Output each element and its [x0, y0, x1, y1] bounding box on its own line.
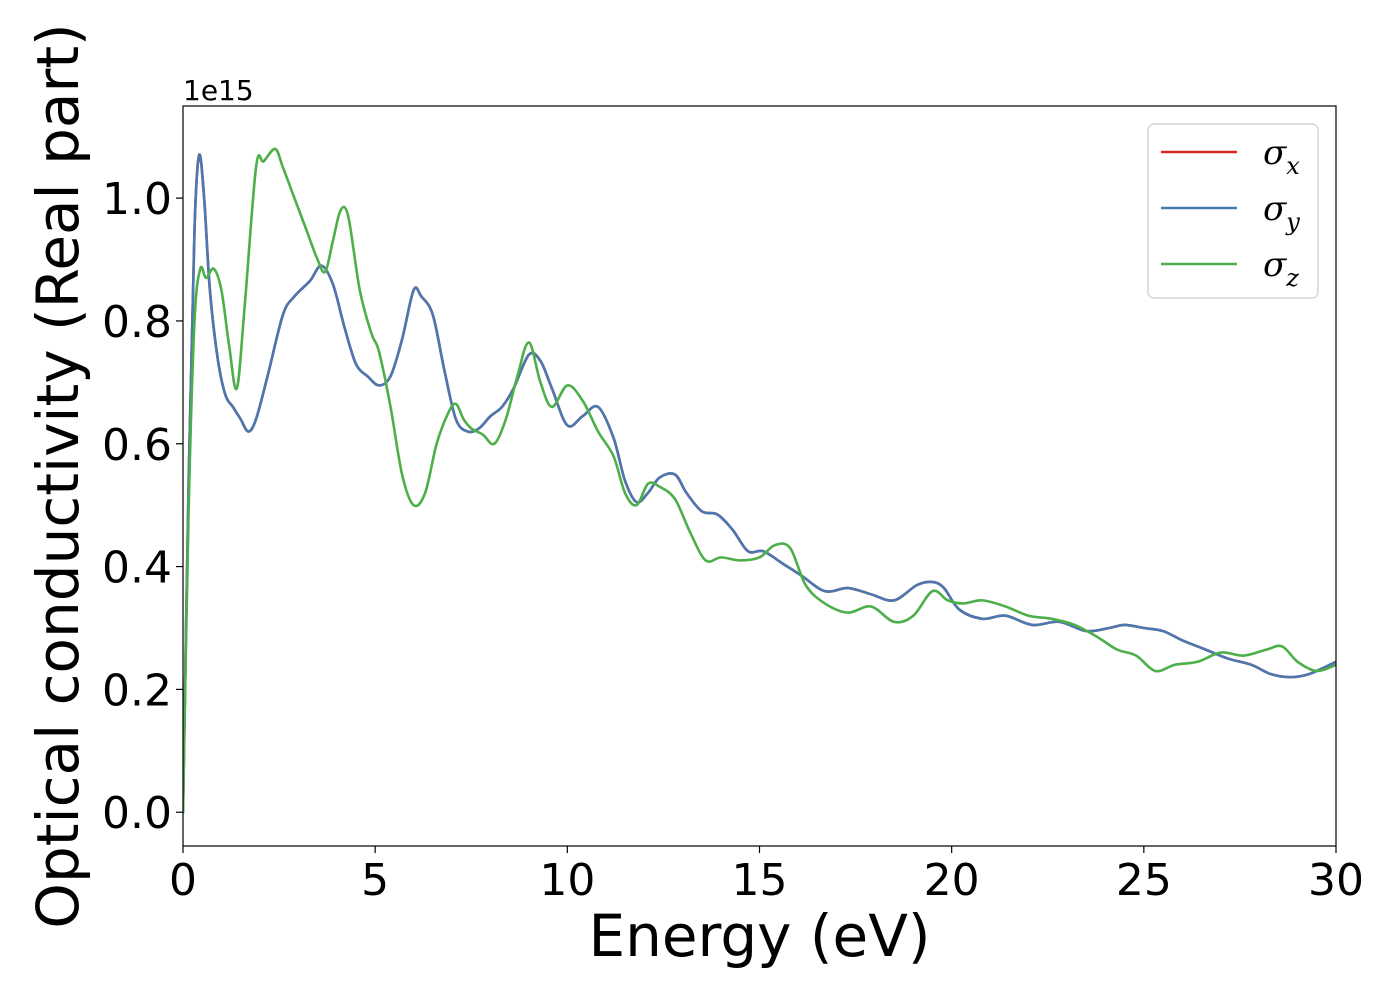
x-tick-label: 25 — [1116, 855, 1172, 906]
x-axis-label: Energy (eV) — [588, 902, 930, 970]
y-axis-ticks: 0.0 0.2 0.4 0.6 0.8 1.0 — [102, 174, 183, 839]
y-axis-label: Optical conductivity (Real part) — [24, 23, 92, 928]
x-tick-label: 10 — [539, 855, 595, 906]
y-tick-label: 0.0 — [102, 788, 172, 839]
series-line-z — [183, 147, 1336, 814]
series-layer — [183, 147, 1336, 814]
y-tick-label: 0.8 — [102, 297, 172, 348]
y-offset-label: 1e15 — [183, 74, 254, 107]
legend-box — [1147, 123, 1319, 299]
x-tick-label: 15 — [732, 855, 788, 906]
x-tick-label: 30 — [1308, 855, 1364, 906]
y-tick-label: 1.0 — [102, 174, 172, 225]
series-line-y — [183, 153, 1336, 814]
y-tick-label: 0.4 — [102, 543, 172, 594]
x-tick-label: 20 — [924, 855, 980, 906]
y-tick-label: 0.2 — [102, 665, 172, 716]
x-axis-ticks: 0 5 10 15 20 25 30 — [169, 846, 1364, 906]
x-tick-label: 5 — [361, 855, 389, 906]
y-tick-label: 0.6 — [102, 420, 172, 471]
x-tick-label: 0 — [169, 855, 197, 906]
